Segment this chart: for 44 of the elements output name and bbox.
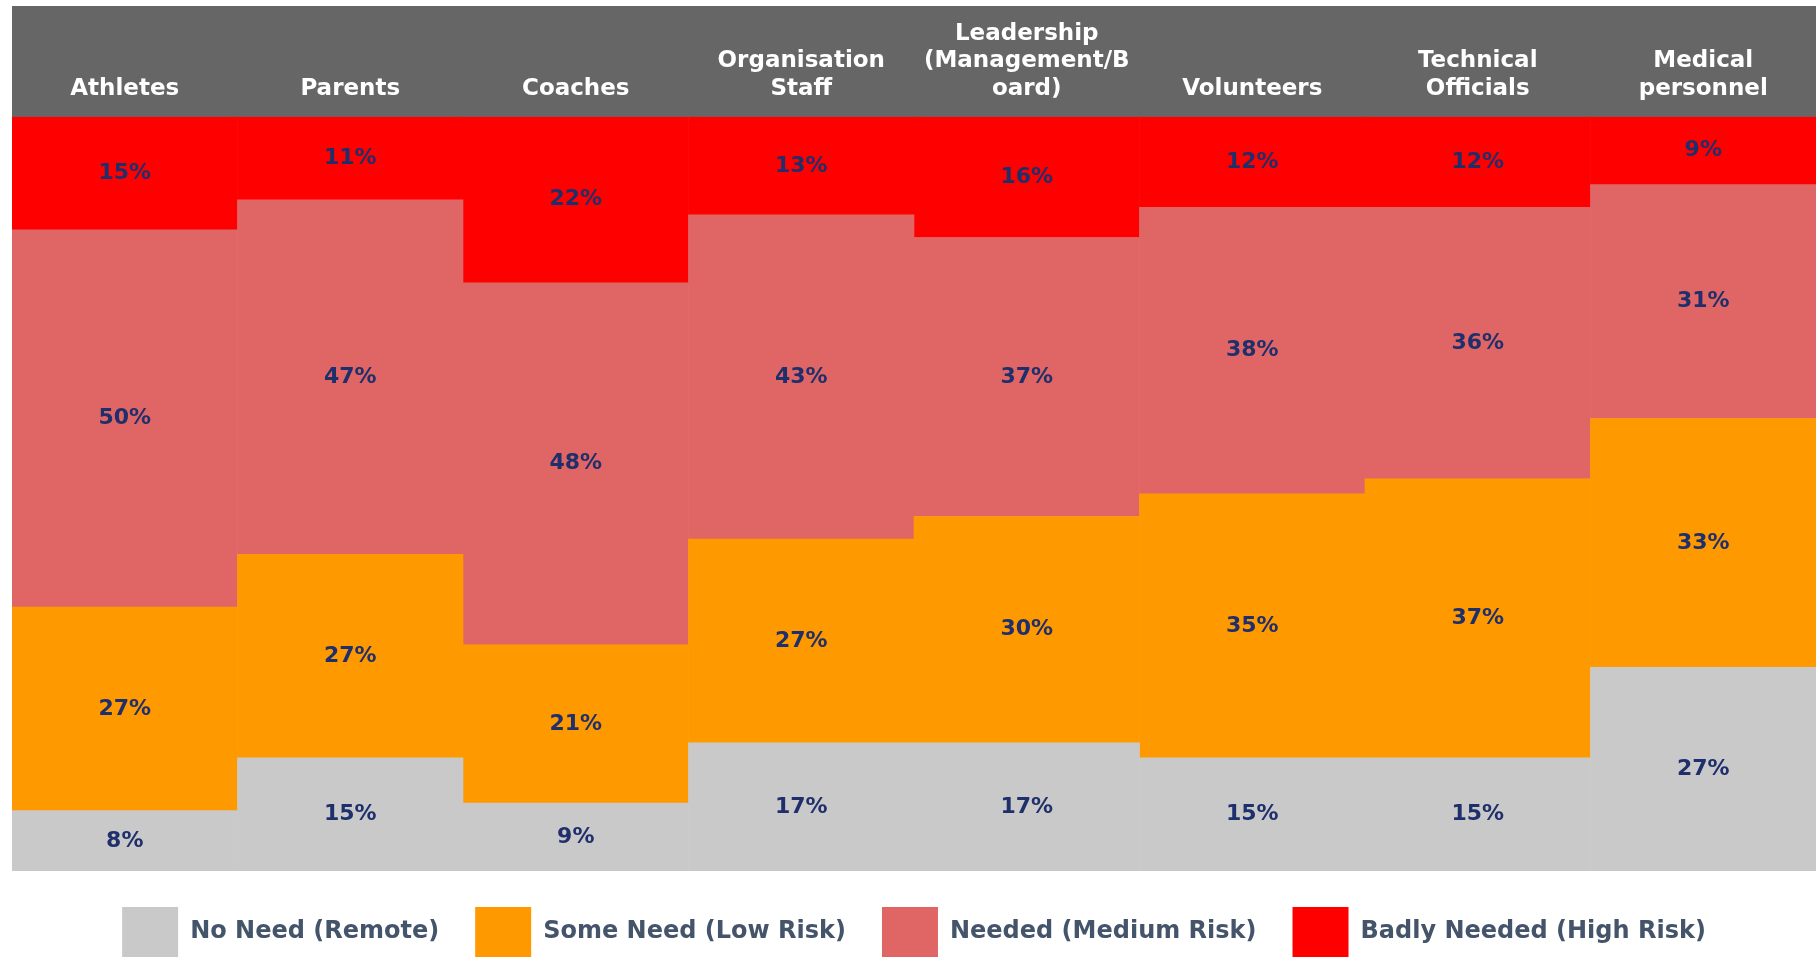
- data-label: 9%: [557, 822, 595, 848]
- x-tick-label: Coaches: [522, 73, 630, 100]
- data-label: 35%: [1225, 611, 1279, 637]
- data-label: 33%: [1676, 528, 1730, 554]
- data-label: 37%: [1000, 362, 1054, 388]
- data-label: 13%: [774, 151, 828, 177]
- x-tick-label: Athletes: [70, 73, 180, 100]
- data-label: 27%: [774, 626, 828, 652]
- data-label: 17%: [1000, 792, 1054, 818]
- data-label: 9%: [1684, 136, 1722, 162]
- x-tick-label: Volunteers: [1182, 73, 1323, 100]
- legend-label: No Need (Remote): [190, 916, 440, 945]
- legend-label: Needed (Medium Risk): [949, 916, 1257, 945]
- data-label: 37%: [1451, 604, 1505, 630]
- data-label: 36%: [1451, 328, 1505, 354]
- x-tick-label: Leadership (Management/Board): [923, 18, 1130, 100]
- data-label: 38%: [1225, 336, 1279, 362]
- data-label: 21%: [549, 709, 603, 735]
- data-label: 11%: [323, 144, 377, 169]
- data-label: 48%: [549, 449, 603, 475]
- data-label: 15%: [1225, 800, 1279, 826]
- data-label: 31%: [1676, 287, 1730, 313]
- data-label: 15%: [323, 800, 377, 826]
- data-label: 8%: [106, 826, 144, 852]
- data-label: 12%: [1451, 147, 1505, 173]
- x-tick-label: Parents: [300, 73, 401, 100]
- data-label: 27%: [1676, 754, 1730, 780]
- data-label: 47%: [323, 362, 377, 388]
- data-label: 16%: [1000, 162, 1054, 188]
- data-label: 22%: [549, 185, 603, 211]
- data-label: 17%: [774, 792, 828, 818]
- x-tick-label: Technical Officials: [1417, 46, 1538, 100]
- data-label: 27%: [98, 694, 152, 720]
- legend-label: Some Need (Low Risk): [543, 916, 846, 945]
- x-tick-label: Organisation Staff: [717, 46, 885, 100]
- data-label: 50%: [98, 404, 152, 430]
- legend-label: Badly Needed (High Risk): [1360, 916, 1706, 945]
- data-label: 12%: [1225, 147, 1279, 173]
- data-label: 30%: [1000, 615, 1054, 641]
- data-label: 15%: [98, 159, 152, 185]
- x-tick-label: Medical personnel: [1638, 46, 1768, 100]
- data-label: 43%: [774, 362, 828, 388]
- data-label: 15%: [1451, 800, 1505, 826]
- data-label: 27%: [323, 641, 377, 667]
